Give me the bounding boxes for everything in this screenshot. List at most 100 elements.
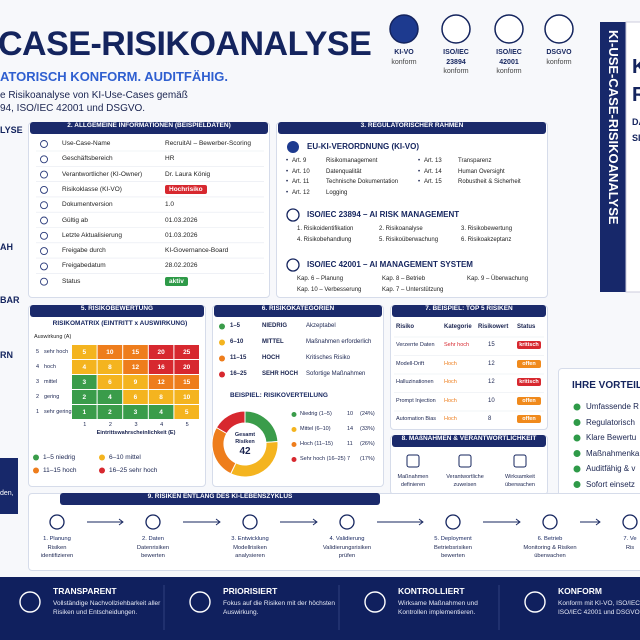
benefits-box	[558, 368, 640, 500]
matrix-cell	[148, 375, 174, 389]
iso-item: 4. Risikobehandlung	[297, 236, 352, 243]
matrix-cell	[148, 390, 174, 404]
iso-icon	[286, 208, 300, 222]
legend-dot	[33, 454, 39, 461]
legend-value: 7	[347, 456, 351, 462]
matrix-cell	[97, 375, 123, 389]
matrix-value: 12	[157, 378, 165, 386]
benefit-item: Auditfähig & v	[586, 464, 636, 473]
category-range: 1–5	[230, 323, 241, 329]
article-ref: Art. 10	[292, 168, 310, 175]
info-label: Risikoklasse (KI-VO)	[62, 185, 122, 193]
footer-icon	[189, 591, 211, 613]
matrix-value: 1	[82, 408, 87, 416]
info-value: 01.03.2026	[165, 231, 198, 239]
legend-dot	[99, 467, 105, 474]
step-text: Risiken	[47, 544, 67, 551]
step-text: überwachen	[534, 553, 566, 559]
badge-icon	[494, 14, 524, 44]
info-value: 28.02.2026	[165, 262, 198, 270]
section-heading: ISO/IEC 23894 – AI RISK MANAGEMENT	[307, 210, 460, 219]
info-label: Freigabe durch	[62, 247, 106, 255]
info-label: Freigabedatum	[62, 262, 106, 270]
matrix-value: 4	[108, 393, 112, 401]
step-text: 5. Deployment	[434, 536, 472, 542]
book-cover	[625, 21, 640, 293]
step-text: Datenrisiken	[136, 544, 170, 551]
axis-title: Auswirkung (A)	[34, 334, 72, 340]
iso-item: 1. Risikoidentifikation	[297, 226, 354, 232]
x-label: 2	[108, 422, 112, 428]
legend-share: (24%)	[360, 411, 375, 417]
bullet: •	[418, 158, 421, 164]
matrix-cell	[97, 390, 123, 404]
risk-status: kritisch	[517, 341, 541, 350]
iso-item: 2. Risikoanalyse	[379, 226, 423, 232]
footer-title: PRIORISIERT	[223, 586, 278, 596]
legend-dot	[291, 457, 297, 462]
check-icon	[573, 450, 581, 457]
matrix-value: 5	[184, 408, 189, 416]
benefits-title: IHRE VORTEIL	[572, 380, 640, 391]
info-label: Gültig ab	[62, 216, 89, 224]
badge-label: KI-VO	[394, 49, 414, 56]
step-text: Ris	[625, 544, 635, 551]
category-dot	[219, 355, 225, 362]
step-icon	[622, 514, 638, 530]
risk-status: kritisch	[517, 378, 541, 387]
matrix-value: 4	[82, 363, 87, 371]
info-value: KI-Governance-Board	[165, 247, 229, 255]
step-text: Validierungsrisiken	[322, 544, 372, 551]
column-header: Status	[517, 324, 536, 330]
category-description: Kritisches Risiko	[306, 355, 351, 361]
category-level: SEHR HOCH	[262, 371, 299, 377]
article-ref: Art. 13	[424, 158, 442, 164]
matrix-value: 10	[106, 348, 114, 356]
row-level: 4	[36, 364, 40, 370]
book-cover-text: SI	[632, 133, 640, 143]
section-header: 6. RISIKOKATEGORIEN	[214, 305, 382, 317]
row-icon	[40, 170, 48, 179]
matrix-cell	[123, 405, 148, 419]
risk-score: 8	[488, 416, 492, 422]
category-dot	[219, 371, 225, 378]
x-label: 5	[185, 422, 189, 428]
matrix-value: 5	[82, 348, 87, 356]
row-icon	[40, 247, 48, 256]
badge-icon	[544, 14, 574, 44]
footer-text: Risiken und Entscheidungen.	[53, 609, 138, 616]
measure-label: Wirksamkeit	[505, 474, 535, 480]
matrix-value: 20	[157, 348, 165, 356]
matrix-value: 3	[82, 378, 87, 386]
book-spine	[600, 22, 626, 292]
row-icon	[40, 231, 48, 240]
matrix-cell	[97, 345, 123, 359]
matrix-cell	[72, 405, 97, 419]
benefit-item: Klare Bewertu	[586, 433, 637, 442]
section-header: 5. RISIKOBEWERTUNG	[30, 305, 204, 317]
side-fragment: den,	[0, 490, 14, 497]
matrix-title: RISIKOMATRIX (EINTRITT x AUSWIRKUNG)	[52, 320, 188, 327]
matrix-value: 16	[157, 363, 165, 371]
matrix-value: 25	[183, 348, 191, 356]
row-level: 5	[36, 349, 40, 355]
footer-text: Vollständige Nachvollziehbarkeit aller	[53, 600, 161, 607]
badge-label: ISO/IEC	[496, 49, 522, 56]
matrix-value: 4	[159, 408, 163, 416]
measure-label: Verantwortliche	[446, 474, 484, 480]
badge-label: konform	[391, 58, 417, 66]
row-label: sehr hoch	[44, 349, 69, 355]
category-level: HOCH	[262, 355, 280, 361]
check-icon	[573, 403, 581, 411]
matrix-cell	[123, 360, 148, 374]
step-arrow	[483, 518, 521, 526]
legend-text: 1–5 niedrig	[43, 454, 76, 461]
matrix-value: 2	[108, 408, 112, 416]
matrix-cell	[174, 405, 199, 419]
axis-title: Eintrittswahrscheinlichkeit (E)	[96, 430, 176, 436]
risk-status: offen	[517, 396, 541, 405]
row-level: 2	[36, 394, 40, 400]
side-panel	[0, 458, 18, 514]
row-icon	[40, 277, 48, 286]
bullet: •	[286, 179, 289, 185]
